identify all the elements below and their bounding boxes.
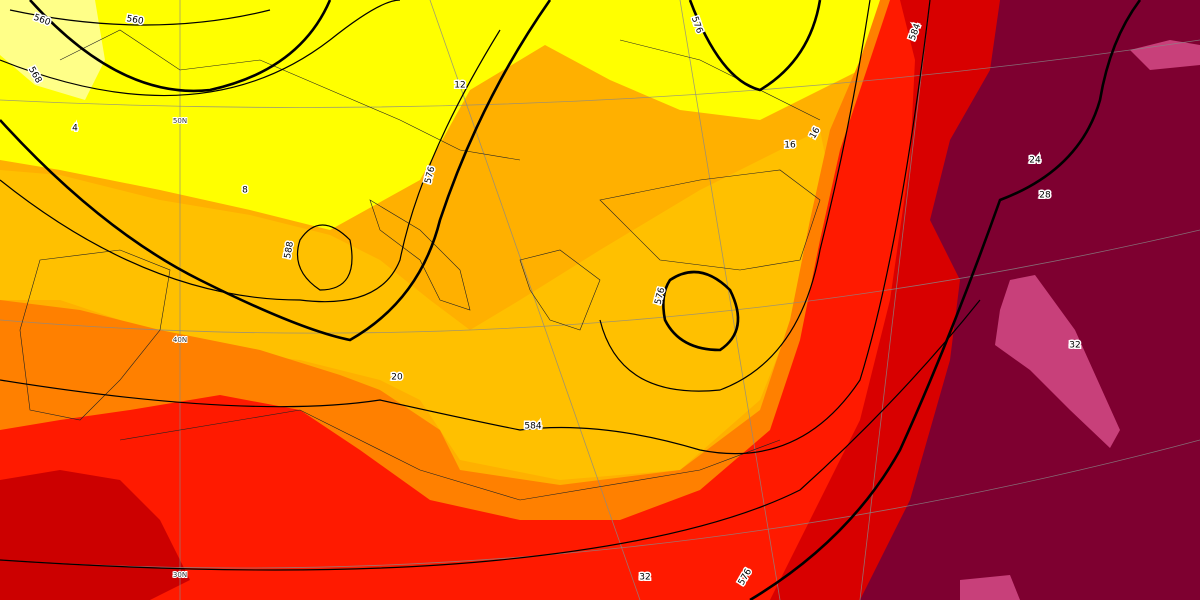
- contour-label: 584: [524, 422, 541, 432]
- lon-line: [859, 0, 931, 600]
- contour-label: 588: [283, 240, 296, 259]
- contour-line: [599, 0, 871, 392]
- contour-label: 12: [454, 81, 465, 91]
- lon-line: [679, 0, 781, 600]
- contour-line-thick: [0, 0, 552, 342]
- lat-label: 50N: [173, 117, 187, 125]
- coast: [59, 29, 521, 161]
- yellow-fill: [0, 0, 900, 230]
- contour-line-thick: [749, 0, 1142, 600]
- coast: [369, 199, 471, 311]
- contour-line-thick: [29, 0, 332, 93]
- contour-line-thick: [688, 0, 822, 92]
- lat-line: [0, 229, 1200, 334]
- coast: [599, 169, 821, 271]
- contour-line: [296, 224, 353, 291]
- coastlines: [19, 29, 821, 501]
- lon-line: [429, 0, 641, 600]
- coast: [519, 249, 601, 331]
- contour-label: 16: [784, 141, 796, 151]
- pink-fill: [995, 275, 1120, 448]
- contour-line: [0, 0, 401, 97]
- pink-fill-s: [960, 575, 1020, 600]
- coast: [619, 39, 821, 121]
- contour-label: 24: [1029, 156, 1041, 166]
- coast: [19, 249, 171, 421]
- orange-yellow-fill: [0, 130, 830, 480]
- contour-label: 576: [423, 165, 437, 184]
- lat-label: 40N: [173, 336, 187, 344]
- lat-label: 30N: [173, 571, 187, 579]
- contour-label: 28: [1039, 191, 1051, 201]
- contour-label: 560: [126, 14, 145, 27]
- contour-label: 8: [242, 186, 248, 196]
- coast: [119, 409, 781, 501]
- lat-line: [0, 439, 1200, 569]
- contour-line-thick: [662, 270, 740, 352]
- contour-line: [0, 29, 501, 303]
- contour-line: [0, 0, 931, 455]
- lat-line: [0, 39, 1200, 108]
- contour-label: 20: [391, 373, 403, 383]
- contour-label: 32: [639, 573, 650, 583]
- contours: [0, 0, 1142, 600]
- contour-label: 4: [72, 124, 78, 134]
- contour-line: [0, 299, 981, 571]
- light-yellow-fill: [0, 0, 105, 100]
- contour-label: 32: [1069, 341, 1080, 351]
